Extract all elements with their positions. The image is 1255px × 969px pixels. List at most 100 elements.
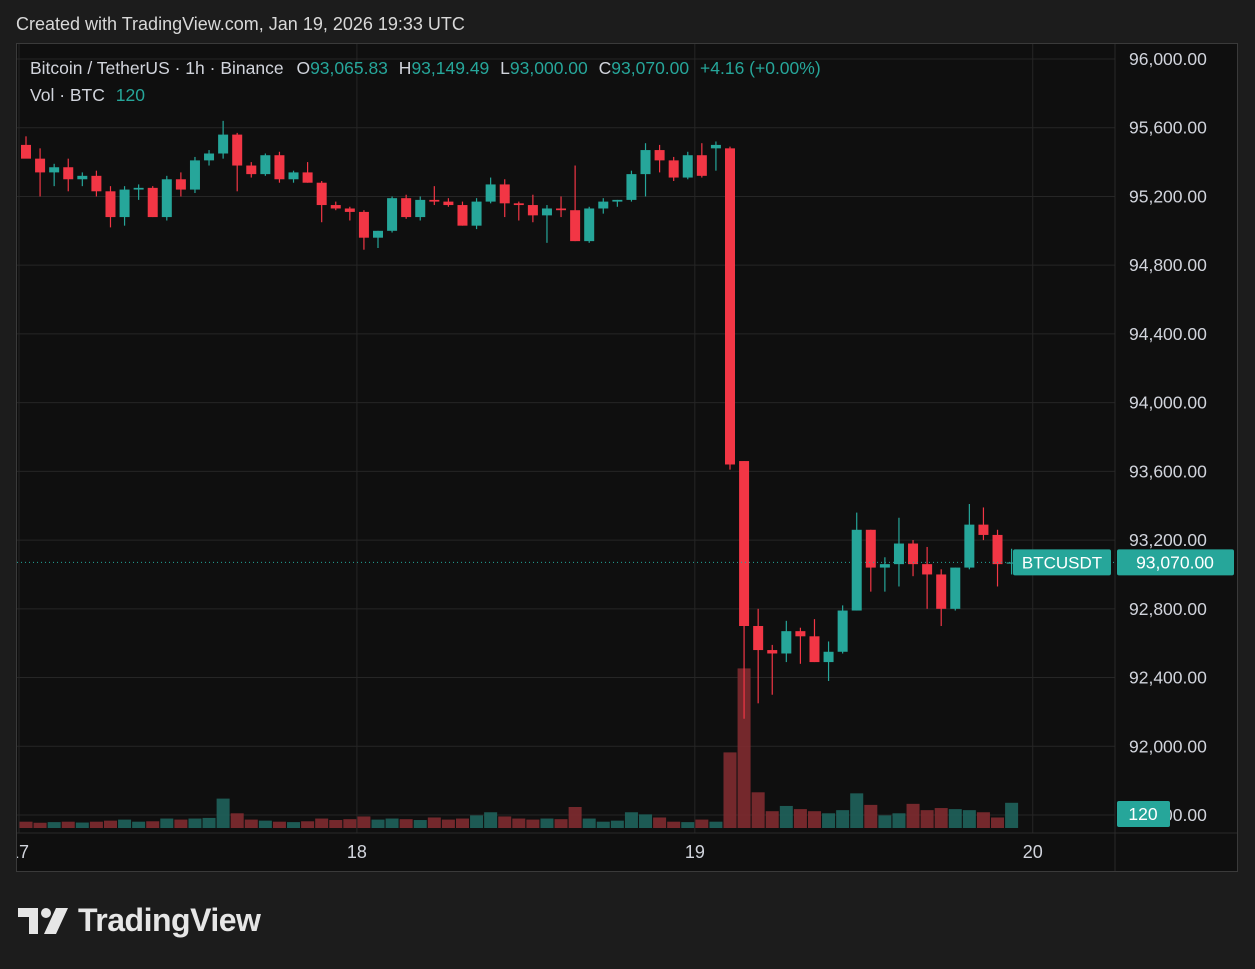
candle-body [175, 179, 186, 190]
volume-bar [371, 819, 385, 828]
volume-bar [878, 815, 892, 828]
candle-body [696, 155, 707, 176]
volume-bar [765, 811, 779, 828]
symbol-badge-text: BTCUSDT [1022, 553, 1102, 572]
price-tick-label: 95,600.00 [1129, 118, 1207, 138]
volume-bar [512, 818, 526, 828]
volume-bar [667, 821, 681, 828]
candle-body [35, 158, 46, 173]
volume-bar [596, 821, 610, 828]
candle-body [992, 534, 1003, 565]
tradingview-logo[interactable]: TradingView [18, 902, 261, 939]
candle-body [91, 175, 102, 192]
candle-body [753, 626, 764, 651]
candle-body [767, 650, 778, 654]
legend-vol-label[interactable]: Vol · BTC [30, 85, 105, 105]
legend-high-label: H [398, 58, 412, 78]
candle-body [316, 182, 327, 206]
volume-bar [89, 821, 103, 828]
volume-bar [723, 752, 737, 828]
volume-bar [230, 813, 244, 828]
legend-symbol[interactable]: Bitcoin / TetherUS · 1h · Binance [30, 58, 284, 78]
candle-body [133, 187, 144, 190]
candles [21, 120, 1017, 719]
symbol-badge-bg [1013, 549, 1111, 576]
candle-body [119, 189, 130, 218]
volume-bar [441, 819, 455, 828]
volume-bar [202, 817, 216, 828]
volume-bar [920, 810, 934, 828]
candle-body [429, 199, 440, 202]
volume-bar [174, 819, 188, 828]
volume-bar [498, 816, 512, 828]
legend-volume: Vol · BTC 120 [30, 85, 145, 106]
candle-body [77, 175, 88, 180]
candle-body [358, 211, 369, 238]
candle-body [161, 179, 172, 218]
candlestick-chart[interactable]: 96,000.00 95,600.00 95,200.00 94,800.00 94,4… [17, 44, 1237, 871]
candle-body [879, 564, 890, 568]
candle-body [795, 631, 806, 637]
volume-bar [357, 816, 371, 828]
candle-body [710, 144, 721, 149]
volume-bar [624, 812, 638, 828]
candle-body [739, 461, 750, 626]
grid-lines [17, 44, 1237, 871]
chart-pane[interactable]: 96,000.00 95,600.00 95,200.00 94,800.00 94,4… [16, 43, 1238, 872]
candle-body [373, 230, 383, 238]
candle-body [471, 201, 482, 226]
price-tick-label: 94,800.00 [1129, 255, 1207, 275]
candle-body [908, 543, 919, 565]
volume-bar [976, 812, 990, 828]
volume-bar [948, 809, 962, 828]
candle-body [1006, 562, 1017, 564]
volume-bar [934, 808, 948, 828]
volume-bar [864, 804, 878, 828]
candle-body [781, 631, 792, 654]
candle-body [612, 199, 623, 202]
volume-bar [793, 809, 807, 828]
legend-low-label: L [500, 58, 510, 78]
candle-body [682, 155, 693, 178]
volume-bar [892, 813, 906, 828]
candle-body [837, 610, 848, 652]
legend-change: +4.16 (+0.00%) [700, 58, 821, 78]
candle-body [485, 184, 496, 202]
volume-bar [399, 819, 413, 828]
volume-bar [610, 820, 624, 828]
candle-body [893, 543, 904, 565]
candle-body [556, 208, 567, 211]
candle-body [654, 150, 665, 161]
candle-body [443, 201, 454, 206]
legend-open-label: O [296, 58, 311, 78]
candle-body [189, 160, 200, 190]
volume-bar [836, 810, 850, 828]
volume-bar [146, 821, 160, 828]
legend-close-label: C [598, 58, 612, 78]
volume-bar [61, 821, 75, 828]
candle-body [274, 155, 285, 180]
candle-body [964, 524, 975, 568]
price-tick-label: 96,000.00 [1129, 49, 1207, 69]
candle-body [288, 172, 299, 180]
price-tick-label: 95,200.00 [1129, 186, 1207, 206]
candle-body [387, 198, 398, 231]
last-price-badge-bg [1117, 549, 1234, 576]
candle-body [302, 172, 313, 183]
candle-body [725, 148, 735, 465]
volume-bar [160, 818, 174, 828]
volume-bar [681, 822, 695, 828]
volume-bar [737, 668, 751, 828]
legend-close-value: 93,070.00 [611, 58, 690, 78]
candle-body [246, 165, 257, 175]
candle-body [640, 150, 651, 175]
volume-bar [554, 819, 568, 828]
candle-body [105, 191, 116, 218]
price-tick-label: 93,200.00 [1129, 530, 1207, 550]
candle-body [232, 134, 243, 166]
candle-body [668, 160, 679, 178]
volume-bar [188, 818, 202, 828]
candle-body [978, 524, 989, 535]
volume-bar [132, 821, 146, 828]
legend-vol-value: 120 [115, 85, 145, 105]
